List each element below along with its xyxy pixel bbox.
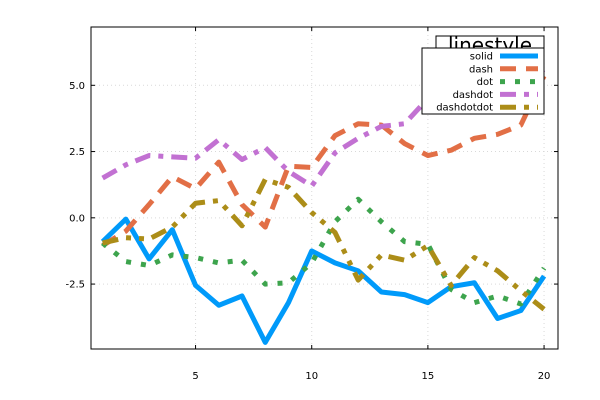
x-tick-label: 20 [538, 371, 551, 382]
legend-label-dashdot: dashdot [453, 90, 493, 101]
series-layer [100, 67, 547, 345]
plot-frame [90, 26, 559, 350]
x-tick-label: 5 [192, 371, 198, 382]
legend-label-solid: solid [470, 52, 493, 63]
series-dash-line [101, 74, 547, 248]
series-solid-line [100, 216, 547, 345]
x-tick-label: 15 [422, 371, 435, 382]
y-tick-label: 5.0 [69, 81, 85, 92]
x-tick-label: 10 [305, 371, 318, 382]
series-dashdot-line [101, 67, 546, 189]
tick-layer: 5 10 15 20 -2.5 0.0 2.5 5.0 [65, 27, 558, 382]
y-tick-label: 2.5 [69, 147, 85, 158]
legend-box [421, 47, 545, 115]
y-tick-label: -2.5 [65, 280, 85, 291]
series-dashdotdot-line [102, 176, 546, 312]
legend-label-dash: dash [469, 64, 493, 75]
legend-label-dashdotdot: dashdotdot [436, 103, 493, 114]
legend-label-dot: dot [477, 77, 493, 88]
y-tick-label: 0.0 [69, 213, 85, 224]
grid [91, 27, 558, 349]
